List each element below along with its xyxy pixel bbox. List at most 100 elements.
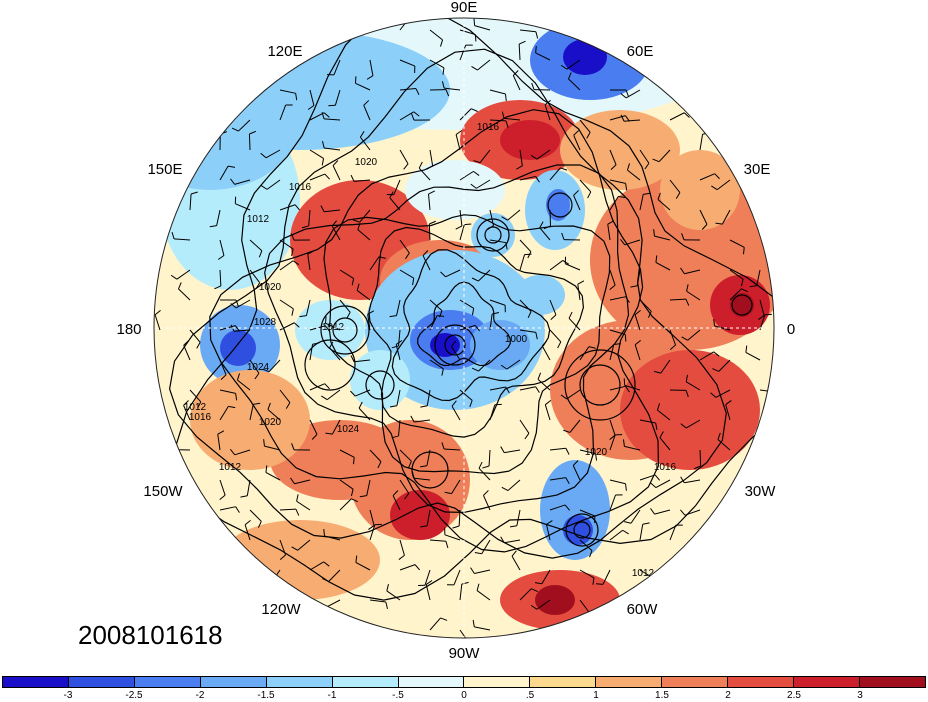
colorbar-swatch — [68, 677, 135, 687]
wind-barb — [452, 509, 461, 529]
wind-barb — [429, 617, 448, 631]
wind-barb — [653, 359, 671, 374]
wind-barb — [279, 204, 300, 211]
wind-barb — [579, 509, 596, 524]
wind-barb — [650, 508, 671, 515]
wind-barb — [470, 179, 491, 189]
wind-barb — [249, 239, 263, 258]
wind-barb — [652, 149, 671, 163]
wind-barb — [634, 310, 641, 331]
wind-barb — [489, 299, 506, 313]
wind-barb — [230, 449, 251, 456]
wind-barb — [279, 260, 300, 271]
wind-barb — [680, 419, 701, 429]
colorbar-ticks: -3 -2.5 -2 -1.5 -1 -.5 0 .5 1 1.5 2 2.5 3 — [0, 690, 928, 702]
wind-barb — [729, 239, 745, 255]
wind-barb — [609, 89, 629, 97]
wind-barb — [607, 220, 615, 241]
wind-barb — [609, 179, 628, 191]
wind-barb — [560, 59, 581, 70]
wind-barb — [355, 555, 371, 571]
wind-barb — [426, 149, 434, 170]
wind-barb — [429, 89, 450, 97]
wind-barb — [321, 389, 341, 401]
wind-barb — [712, 359, 731, 372]
wind-barb — [219, 359, 227, 380]
wind-barb — [451, 400, 461, 421]
wind-barb — [531, 82, 551, 91]
contour-value-label: 1012 — [247, 214, 270, 225]
wind-barb — [279, 539, 287, 560]
wind-barb — [516, 149, 523, 170]
isobar — [168, 48, 727, 559]
colorbar-swatch — [530, 677, 597, 687]
wind-barb — [518, 40, 526, 61]
wind-barb — [519, 588, 538, 601]
wind-barb — [389, 191, 401, 211]
anomaly-patch — [730, 293, 754, 317]
wind-barb — [656, 403, 671, 421]
wind-barb — [309, 383, 330, 391]
contour-value-label: 1012 — [322, 322, 345, 333]
contour-value-label: 1016 — [189, 412, 212, 423]
wind-barb — [579, 569, 595, 585]
wind-barb — [568, 311, 581, 331]
wind-barb — [249, 359, 260, 380]
wind-barb — [749, 269, 761, 288]
colorbar-tick-label: -2.5 — [125, 690, 143, 701]
wind-barb — [483, 490, 491, 511]
wind-barb — [487, 209, 495, 230]
isobar — [332, 317, 358, 343]
anomaly-patch — [390, 490, 450, 540]
wind-barb — [699, 351, 720, 361]
wind-barb — [609, 434, 623, 451]
wind-barb — [471, 59, 491, 71]
wind-barb — [459, 29, 477, 42]
wind-barb — [620, 239, 641, 246]
wind-barb — [429, 59, 445, 75]
wind-barb — [626, 163, 641, 181]
wind-barb — [681, 233, 701, 241]
contour-value-label: 1000 — [505, 334, 528, 345]
anomaly-patch — [500, 120, 560, 160]
isobar — [564, 349, 636, 421]
colorbar-swatch — [794, 677, 860, 687]
wind-barb — [500, 359, 521, 370]
colorbar-swatch — [398, 677, 465, 687]
wind-barb — [609, 269, 616, 290]
wind-barb — [699, 209, 708, 230]
wind-barb — [367, 310, 375, 331]
wind-barb — [639, 299, 652, 318]
wind-barb — [389, 389, 401, 408]
wind-barb — [410, 415, 431, 423]
wind-barb — [363, 100, 371, 121]
wind-barb — [369, 599, 388, 609]
wind-barb — [209, 209, 221, 228]
wind-barb — [291, 539, 311, 551]
wind-barb — [519, 29, 539, 39]
wind-barb — [501, 479, 521, 491]
wind-barb — [472, 619, 491, 631]
anomaly-patch — [563, 515, 593, 545]
colorbar-swatch — [596, 677, 663, 687]
wind-barb — [325, 316, 341, 331]
wind-barb — [301, 209, 311, 229]
wind-barb — [321, 111, 341, 121]
wind-barb — [459, 389, 473, 408]
wind-barb — [473, 18, 491, 31]
anomaly-patch — [350, 350, 410, 410]
isobar — [579, 364, 621, 406]
wind-barb — [429, 359, 444, 376]
lon-label-90e: 90E — [451, 0, 478, 16]
wind-barb — [729, 269, 744, 287]
wind-barb — [519, 239, 532, 259]
lon-label-120e: 120E — [267, 43, 302, 60]
wind-barb — [359, 479, 371, 498]
contour-value-label: 1020 — [259, 282, 282, 293]
wind-barb — [183, 340, 191, 361]
isobar — [476, 218, 510, 252]
wind-barb — [262, 359, 281, 373]
wind-barb — [339, 299, 351, 319]
wind-barb — [579, 539, 593, 558]
